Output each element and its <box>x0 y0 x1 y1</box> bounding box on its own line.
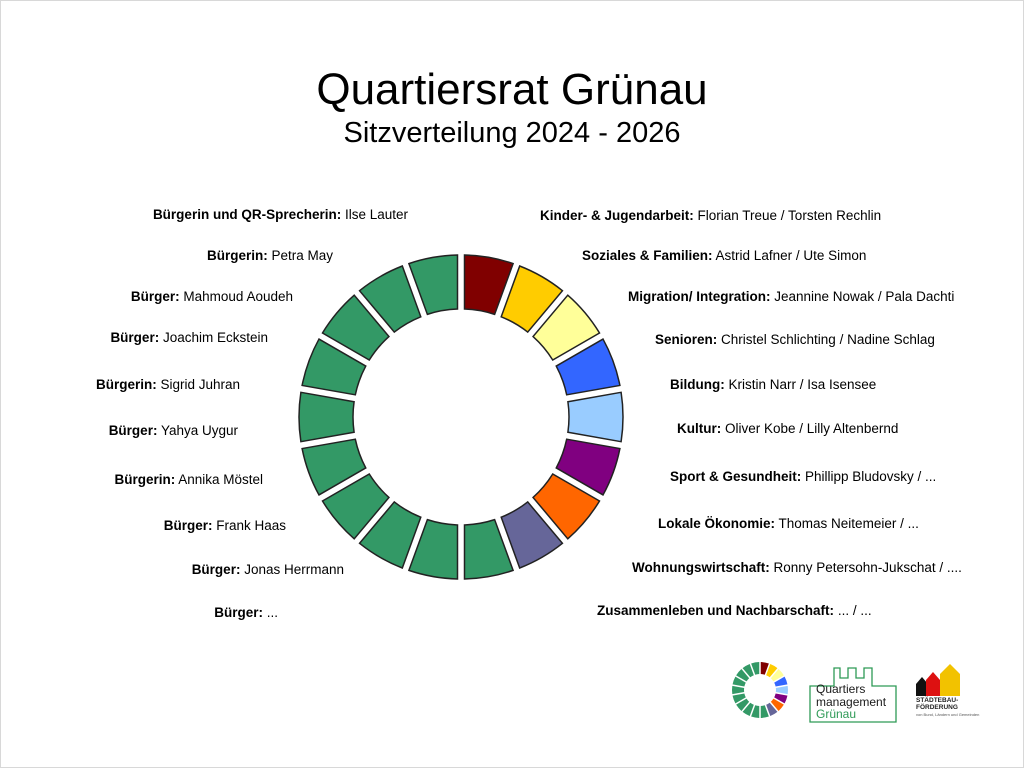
staedtebaufoerderung-logo <box>916 664 960 696</box>
seat-ring-segment-8 <box>500 500 564 569</box>
left-label-9: Bürger: Jonas Herrmann <box>191 562 344 577</box>
page-subtitle: Sitzverteilung 2024 - 2026 <box>343 117 681 149</box>
seat-ring-segment-6 <box>555 438 621 496</box>
logo-ring-segment-6 <box>774 693 788 704</box>
right-label-10: Zusammenleben und Nachbarschaft: ... / .… <box>597 603 872 618</box>
right-label-2: Soziales & Familien: Astrid Lafner / Ute… <box>582 248 867 263</box>
logo-ring-segment-7 <box>770 698 784 711</box>
seat-ring-segment-18 <box>407 254 459 316</box>
logo-ring-segment-4 <box>774 676 788 687</box>
logo-ring-segment-9 <box>760 705 769 718</box>
logo-ring-segment-13 <box>732 693 746 704</box>
page-title: Quartiersrat Grünau <box>316 65 708 114</box>
right-label-5: Bildung: Kristin Narr / Isa Isensee <box>670 377 877 392</box>
staedtebaufoerderung-logo-text: STÄDTEBAU- FÖRDERUNG <box>916 697 959 711</box>
logo-ring-segment-18 <box>751 662 760 675</box>
seat-ring-segment-4 <box>555 338 621 396</box>
seat-ring-segment-10 <box>407 518 459 580</box>
logo-ring-segment-14 <box>732 685 745 695</box>
left-label-5: Bürgerin: Sigrid Juhran <box>95 377 240 392</box>
seat-ring-segment-9 <box>463 518 515 580</box>
right-label-7: Sport & Gesundheit: Phillipp Bludovsky /… <box>670 469 937 484</box>
logo-ring-segment-5 <box>775 685 788 695</box>
left-label-3: Bürger: Mahmoud Aoudeh <box>130 289 293 304</box>
seat-ring-segment-2 <box>500 265 564 334</box>
seat-ring-segment-5 <box>567 391 624 443</box>
logo-ring-segment-17 <box>742 663 754 678</box>
left-label-4: Bürger: Joachim Eckstein <box>110 330 268 345</box>
left-label-10: Bürger: ... <box>214 605 278 620</box>
right-label-6: Kultur: Oliver Kobe / Lilly Altenbernd <box>677 421 899 436</box>
left-label-7: Bürgerin: Annika Möstel <box>114 472 263 487</box>
seat-ring-segment-15 <box>301 338 367 396</box>
seat-ring-segment-14 <box>298 391 355 443</box>
seat-ring-segment-1 <box>463 254 515 316</box>
logo-ring-segment-11 <box>742 702 754 717</box>
seat-ring-segment-13 <box>301 438 367 496</box>
right-label-4: Senioren: Christel Schlichting / Nadine … <box>655 332 935 347</box>
seat-ring-segment-11 <box>358 500 422 569</box>
left-label-1: Bürgerin und QR-Sprecherin: Ilse Lauter <box>152 207 408 222</box>
logo-ring-segment-12 <box>736 698 750 711</box>
seat-ring-segment-16 <box>321 294 390 362</box>
staedtebaufoerderung-logo-subtext: von Bund, Ländern und Gemeinden <box>916 712 980 717</box>
logo-ring-segment-10 <box>751 705 760 718</box>
quartiersmanagement-logo <box>809 667 897 723</box>
quartiersrat-logo-icon <box>732 662 788 718</box>
logo-ring-segment-3 <box>770 669 784 682</box>
right-label-1: Kinder- & Jugendarbeit: Florian Treue / … <box>540 208 882 223</box>
right-label-9: Wohnungswirtschaft: Ronny Petersohn-Juks… <box>632 560 962 575</box>
left-label-2: Bürgerin: Petra May <box>206 248 333 263</box>
logo-ring-segment-16 <box>736 669 750 682</box>
right-label-3: Migration/ Integration: Jeannine Nowak /… <box>628 289 955 304</box>
logo-ring-segment-1 <box>760 662 769 675</box>
seat-ring-segment-7 <box>532 472 601 540</box>
logo-ring-segment-8 <box>766 702 778 717</box>
quartiersmanagement-logo-text: Quartiers management Grünau <box>816 682 887 721</box>
seat-ring-segment-3 <box>532 294 601 362</box>
left-label-6: Bürger: Yahya Uygur <box>108 423 238 438</box>
seat-ring-segment-12 <box>321 472 390 540</box>
logo-ring-segment-15 <box>732 676 746 687</box>
left-label-8: Bürger: Frank Haas <box>163 518 286 533</box>
right-label-8: Lokale Ökonomie: Thomas Neitemeier / ... <box>658 516 919 531</box>
logo-ring-segment-2 <box>766 663 778 678</box>
seat-ring-segment-17 <box>358 265 422 334</box>
